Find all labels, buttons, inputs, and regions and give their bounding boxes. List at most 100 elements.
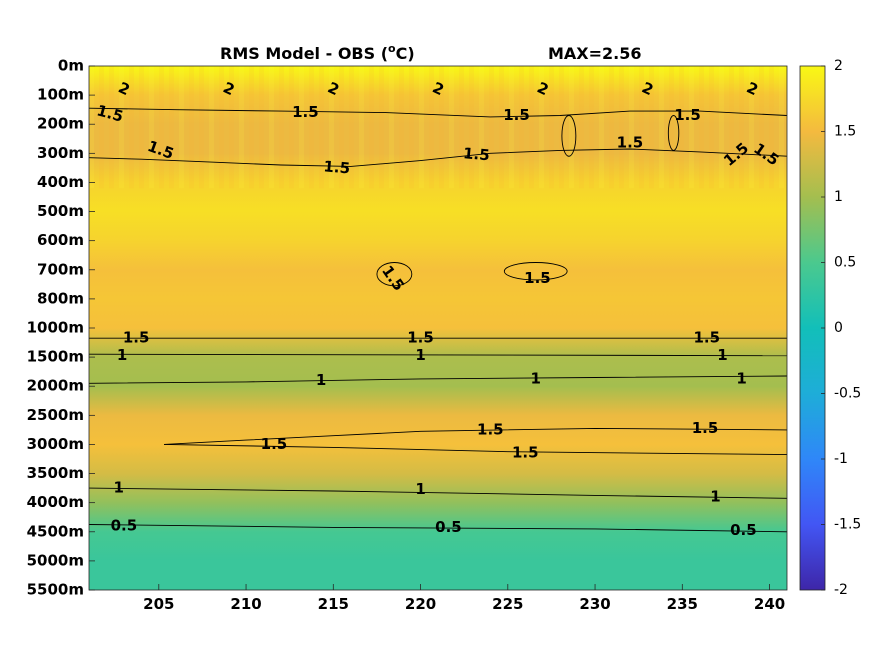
heatmap-stripe [269, 66, 274, 189]
contour-label: 0.5 [730, 521, 757, 539]
colorbar-tick-label: -1 [834, 451, 848, 467]
y-tick-label: 2500m [27, 406, 84, 424]
contour-line [89, 107, 787, 118]
contour-lines [89, 107, 787, 533]
heatmap-stripe [479, 66, 484, 189]
heatmap-stripe [599, 66, 604, 189]
y-tick-label: 1500m [27, 348, 84, 366]
heatmap-stripe [609, 66, 614, 189]
colorbar-tick-label: 1 [834, 189, 843, 205]
heatmap-stripe [429, 66, 434, 189]
heatmap-stripe [729, 66, 734, 189]
contour-label: 1.5 [503, 106, 530, 124]
chart-title: RMS Model - OBS (oC) [220, 42, 415, 63]
contour-line [89, 524, 787, 533]
y-tick-label: 600m [37, 231, 84, 249]
heatmap-stripe [159, 66, 164, 189]
heatmap-stripe [559, 66, 564, 189]
heatmap-stripe [649, 66, 654, 189]
y-tick-label: 5000m [27, 551, 84, 569]
y-tick-label: 500m [37, 202, 84, 220]
contour-line [89, 487, 787, 499]
heatmap-stripe [539, 66, 544, 189]
heatmap-stripe [229, 66, 234, 189]
contour-label: 0.5 [435, 518, 462, 536]
heatmap-stripe [449, 66, 454, 189]
heatmap-stripe [279, 66, 284, 189]
heatmap-stripe [309, 66, 314, 189]
colorbar-tick-label: 0 [834, 320, 843, 336]
contour-label: 1.5 [462, 144, 490, 164]
heatmap-stripe [319, 66, 324, 189]
heatmap-stripe [579, 66, 584, 189]
heatmap-stripe [739, 66, 744, 189]
contour-line [163, 443, 787, 456]
contour-label: 1.5 [617, 134, 644, 152]
heatmap-stripe [659, 66, 664, 189]
contour-label: 1.5 [292, 103, 319, 121]
colorbar-tick-label: 0.5 [834, 255, 856, 271]
heatmap-stripe [99, 66, 104, 189]
x-tick-label: 225 [492, 595, 523, 613]
heatmap-stripe [89, 66, 94, 189]
heatmap-stripe [219, 66, 224, 189]
y-tick-label: 4500m [27, 522, 84, 540]
x-axis: 205 210 215 220 225 230 235 240 [143, 584, 785, 613]
contour-label: 1 [316, 371, 326, 389]
heatmap-stripe [409, 66, 414, 189]
contour-label: 1.5 [323, 157, 351, 177]
heatmap-stripe [759, 66, 764, 189]
contour-line [89, 375, 787, 384]
y-tick-label: 800m [37, 289, 84, 307]
colorbar: 2 1.5 1 0.5 0 -0.5 -1 -1.5 -2 [799, 58, 861, 598]
heatmap-stripe [239, 66, 244, 189]
chart-title-main: RMS Model - OBS ( [220, 44, 388, 63]
heatmap-stripe [639, 66, 644, 189]
contour-label: 1 [113, 479, 123, 497]
heatmap-stripe [399, 66, 404, 189]
heatmap-stripe [169, 66, 174, 189]
contour-label: 1 [415, 480, 425, 498]
heatmap-stripe [529, 66, 534, 189]
heatmap-stripe [369, 66, 374, 189]
contour-blob [561, 115, 577, 157]
y-tick-label: 4000m [27, 493, 84, 511]
heatmap-stripe [189, 66, 194, 189]
heatmap-field [89, 66, 787, 590]
heatmap-stripe [129, 66, 134, 189]
contour-blob [376, 262, 413, 287]
heatmap-stripe [469, 66, 474, 189]
contour-label: 1 [117, 346, 127, 364]
chart-title-unit-sup: o [388, 42, 396, 55]
y-tick-label: 300m [37, 144, 84, 162]
y-tick-label: 3500m [27, 464, 84, 482]
colorbar-tick-label: -2 [834, 582, 848, 598]
x-tick-label: 220 [405, 595, 436, 613]
y-tick-label: 200m [37, 115, 84, 133]
contour-label: 1 [710, 487, 720, 505]
max-label: MAX=2.56 [548, 44, 642, 63]
contour-label: 1.5 [123, 329, 150, 347]
x-tick-label: 210 [230, 595, 261, 613]
y-tick-label: 1000m [27, 319, 84, 337]
contour-label: 1.5 [692, 419, 719, 437]
contour-label: 1.5 [693, 329, 720, 347]
heatmap-stripe [669, 66, 674, 189]
contour-line [89, 353, 787, 357]
heatmap-stripe [419, 66, 424, 189]
heatmap-stripe [509, 66, 514, 189]
heatmap-texture [89, 66, 784, 189]
heatmap-stripe [349, 66, 354, 189]
y-tick-label: 400m [37, 173, 84, 191]
contour-line [163, 427, 787, 445]
contour-line [89, 148, 787, 167]
x-tick-label: 240 [754, 595, 785, 613]
heatmap-stripe [719, 66, 724, 189]
heatmap-stripe [339, 66, 344, 189]
contour-blob [503, 262, 568, 281]
heatmap-stripe [359, 66, 364, 189]
heatmap-stripe [499, 66, 504, 189]
heatmap-stripe [439, 66, 444, 189]
heatmap-stripe [689, 66, 694, 189]
